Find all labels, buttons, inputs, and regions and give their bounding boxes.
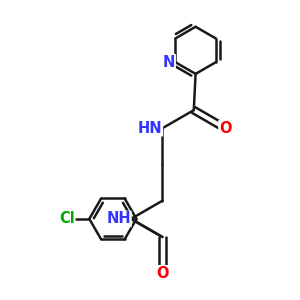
Text: O: O — [156, 266, 169, 281]
Text: Cl: Cl — [59, 212, 75, 226]
Text: N: N — [163, 55, 175, 70]
Text: O: O — [219, 121, 231, 136]
Text: NH: NH — [106, 212, 131, 226]
Text: HN: HN — [138, 121, 162, 136]
